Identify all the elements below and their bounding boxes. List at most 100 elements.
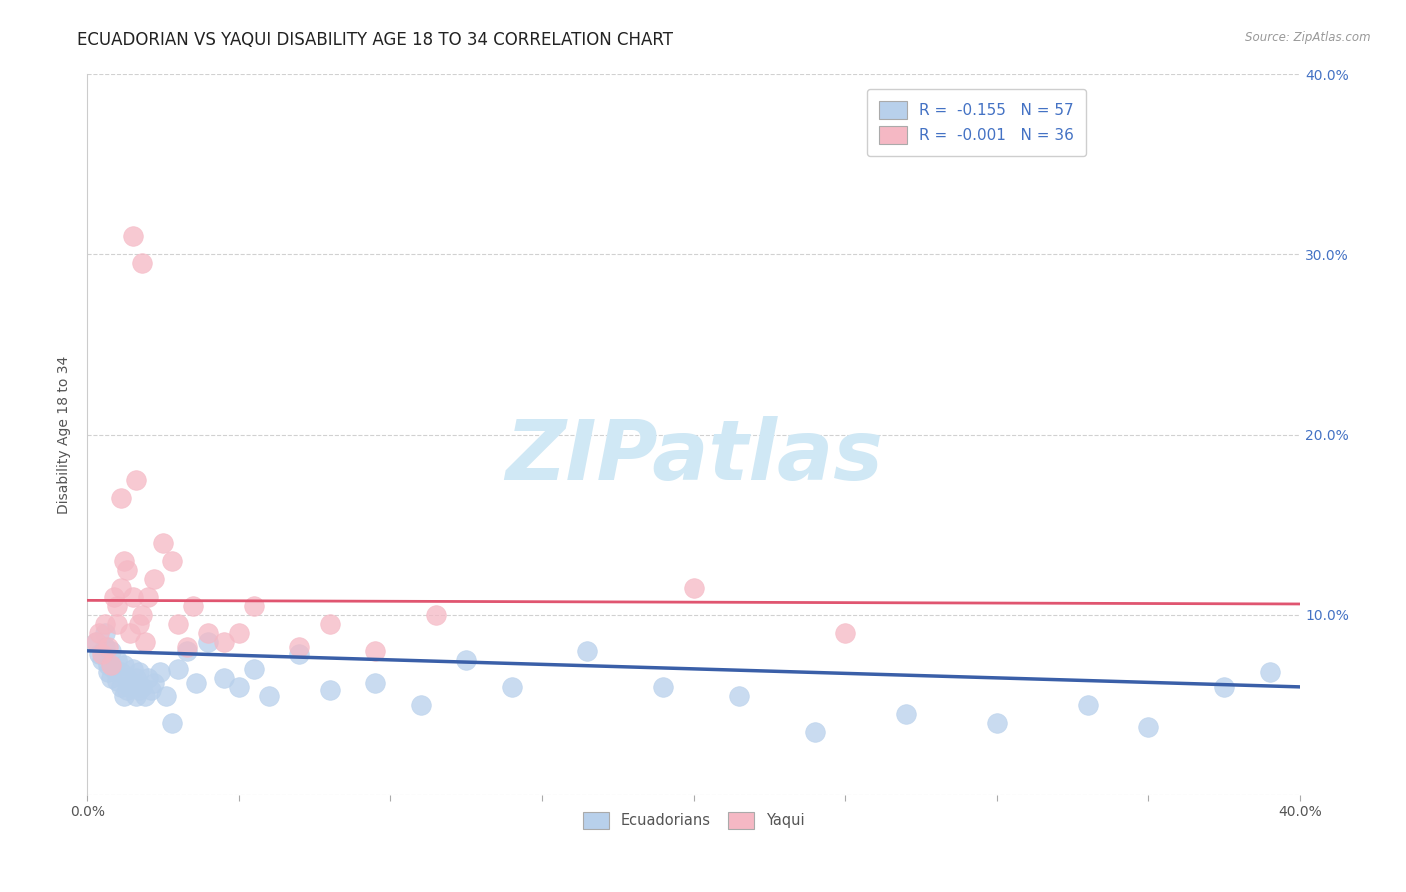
Point (456, 653, 478, 667)
Point (84, 635, 107, 649)
Point (186, 676, 208, 690)
Point (364, 644, 387, 658)
Point (115, 671, 138, 685)
Point (131, 607, 153, 622)
Point (212, 635, 235, 649)
Point (110, 581, 132, 595)
Point (110, 680, 132, 694)
Point (118, 625, 141, 640)
Point (100, 671, 122, 685)
Point (112, 554, 135, 568)
Point (110, 665, 132, 680)
Point (112, 658, 135, 673)
Point (834, 625, 856, 640)
Point (1077, 698, 1099, 712)
Point (128, 683, 150, 698)
Point (103, 590, 125, 604)
Point (160, 715, 183, 730)
Point (107, 674, 129, 689)
Point (682, 581, 704, 595)
Point (228, 680, 250, 694)
Point (124, 473, 146, 487)
Text: ECUADORIAN VS YAQUI DISABILITY AGE 18 TO 34 CORRELATION CHART: ECUADORIAN VS YAQUI DISABILITY AGE 18 TO… (77, 31, 673, 49)
Point (121, 229, 143, 244)
Point (131, 680, 153, 694)
Point (136, 671, 159, 685)
Point (134, 689, 156, 703)
Point (319, 616, 342, 631)
Point (181, 599, 204, 613)
Point (986, 715, 1008, 730)
Point (100, 658, 122, 673)
Point (257, 689, 280, 703)
Point (243, 599, 266, 613)
Point (94, 640, 117, 655)
Point (128, 616, 150, 631)
Point (107, 653, 129, 667)
Point (288, 640, 311, 655)
Point (243, 662, 266, 676)
Point (107, 599, 129, 613)
Point (894, 706, 917, 721)
Point (1137, 720, 1160, 734)
Point (115, 563, 138, 577)
Point (89, 625, 111, 640)
Text: Source: ZipAtlas.com: Source: ZipAtlas.com (1246, 31, 1371, 45)
Point (409, 698, 432, 712)
Point (128, 665, 150, 680)
Point (91, 648, 114, 662)
Point (167, 662, 190, 676)
Point (121, 590, 143, 604)
Point (167, 616, 190, 631)
Point (121, 662, 143, 676)
Point (319, 683, 342, 698)
Point (97, 640, 120, 655)
Point (160, 554, 183, 568)
Point (1213, 680, 1236, 694)
Point (103, 662, 125, 676)
Point (94, 616, 117, 631)
Point (97, 665, 120, 680)
Point (288, 648, 311, 662)
Point (228, 625, 250, 640)
Point (155, 689, 177, 703)
Point (97, 658, 120, 673)
Point (176, 644, 198, 658)
Point (576, 644, 599, 658)
Point (152, 535, 174, 549)
Point (149, 665, 172, 680)
Point (197, 635, 219, 649)
Point (176, 640, 198, 655)
Point (136, 590, 159, 604)
Point (94, 625, 117, 640)
Point (115, 683, 138, 698)
Point (652, 680, 675, 694)
Point (91, 653, 114, 667)
Point (100, 644, 122, 658)
Legend: Ecuadorians, Yaqui: Ecuadorians, Yaqui (576, 806, 810, 835)
Point (364, 676, 387, 690)
Point (124, 689, 146, 703)
Point (139, 683, 162, 698)
Point (131, 256, 153, 270)
Point (134, 635, 156, 649)
Point (124, 671, 146, 685)
Point (728, 689, 751, 703)
Point (804, 725, 827, 739)
Point (121, 676, 143, 690)
Point (212, 671, 235, 685)
Point (142, 676, 165, 690)
Y-axis label: Disability Age 18 to 34: Disability Age 18 to 34 (58, 355, 72, 514)
Point (197, 625, 219, 640)
Point (425, 607, 447, 622)
Point (112, 689, 135, 703)
Point (142, 572, 165, 586)
Point (118, 680, 141, 694)
Point (110, 491, 132, 505)
Point (89, 648, 111, 662)
Point (84, 635, 107, 649)
Text: ZIPatlas: ZIPatlas (505, 416, 883, 497)
Point (501, 680, 523, 694)
Point (1258, 665, 1281, 680)
Point (107, 616, 129, 631)
